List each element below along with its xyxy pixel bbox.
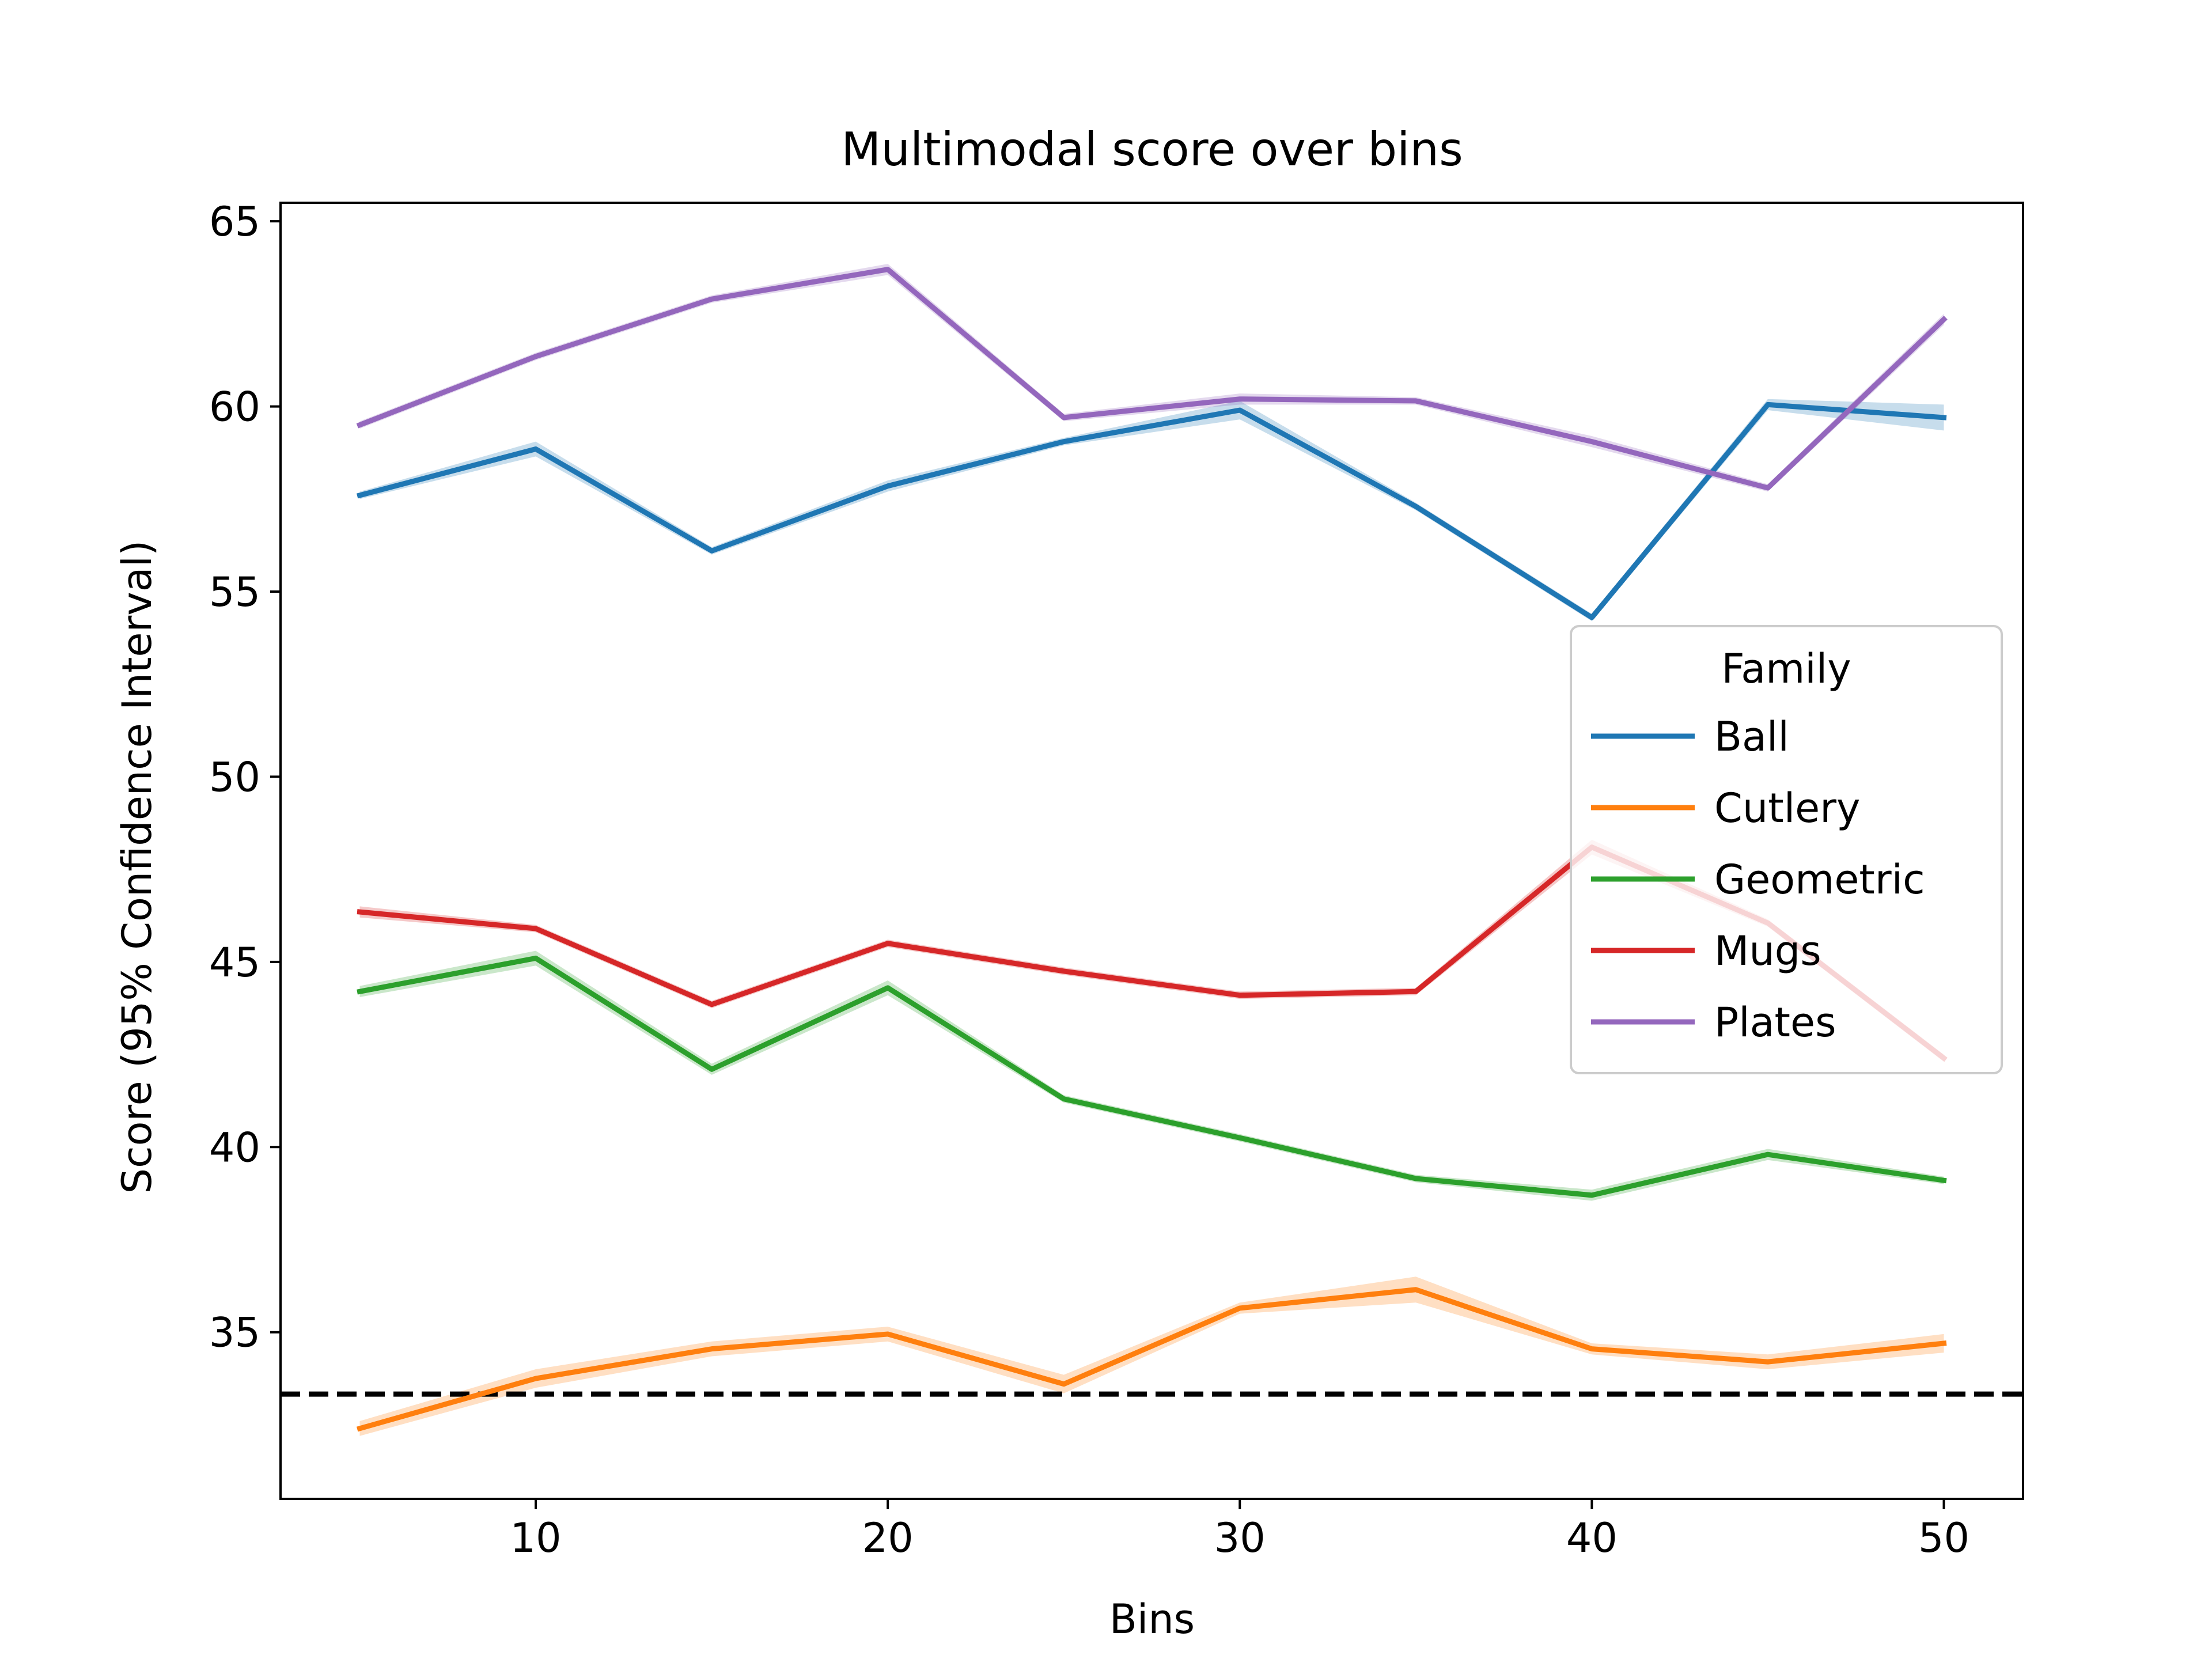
x-tick-label: 30 — [1214, 1514, 1266, 1562]
y-tick-label: 60 — [209, 384, 260, 431]
legend-label-mugs: Mugs — [1714, 927, 1821, 975]
legend-label-cutlery: Cutlery — [1714, 785, 1860, 832]
y-tick-label: 40 — [209, 1124, 260, 1171]
y-axis-label: Score (95% Confidence Interval) — [113, 540, 161, 1194]
legend-title: Family — [1721, 645, 1851, 692]
x-axis-label: Bins — [1109, 1596, 1195, 1643]
x-tick-label: 20 — [862, 1514, 914, 1562]
legend-label-plates: Plates — [1714, 999, 1836, 1046]
y-tick-label: 65 — [209, 198, 260, 245]
chart-title: Multimodal score over bins — [841, 123, 1463, 176]
x-tick-label: 50 — [1918, 1514, 1969, 1562]
y-tick-label: 55 — [209, 569, 260, 616]
x-tick-label: 40 — [1566, 1514, 1618, 1562]
x-tick-label: 10 — [510, 1514, 562, 1562]
legend: Family Ball Cutlery Geometric Mugs Plates — [1571, 626, 2002, 1073]
y-tick-label: 50 — [209, 753, 260, 801]
y-tick-label: 35 — [209, 1309, 260, 1357]
legend-label-geometric: Geometric — [1714, 856, 1925, 903]
legend-label-ball: Ball — [1714, 713, 1789, 760]
y-tick-label: 45 — [209, 939, 260, 986]
